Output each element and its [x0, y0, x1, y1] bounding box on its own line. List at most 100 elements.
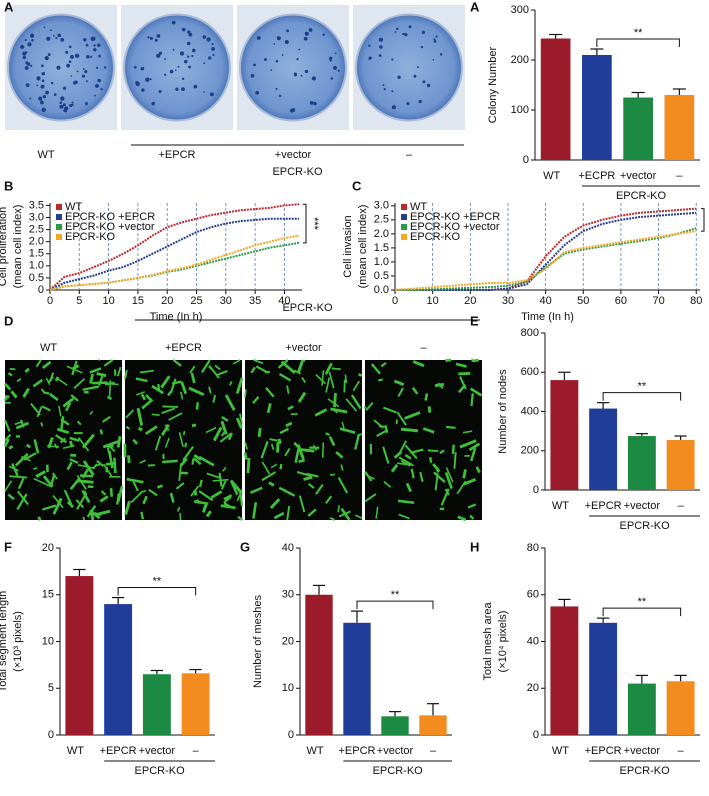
tube-segment [261, 461, 271, 475]
tube-segment [169, 378, 177, 394]
tube-segment [397, 462, 414, 467]
group-label: EPCR-KO [373, 765, 424, 777]
colony [29, 33, 35, 38]
colony [47, 53, 51, 57]
group-label: EPCR-KO [616, 190, 667, 202]
tube-segment [182, 446, 194, 462]
tube-segment [142, 495, 148, 505]
tube-segment [329, 473, 335, 476]
x-tick-label: +vector [139, 745, 176, 757]
tube-segment [451, 444, 456, 454]
colony [68, 60, 72, 63]
colony [85, 80, 88, 83]
colony [59, 104, 64, 109]
x-tick-label: 80 [690, 295, 702, 307]
colony [273, 43, 276, 45]
colony [42, 94, 47, 99]
tube-segment [17, 490, 29, 506]
x-tick-label: +ECPR [578, 170, 615, 182]
tube-segment [212, 478, 229, 482]
x-tick-label: 10 [102, 295, 114, 307]
tube-segment [4, 419, 11, 432]
colony [378, 54, 382, 57]
x-tick-label: 5 [76, 295, 82, 307]
bar [627, 436, 656, 490]
tube-segment [116, 366, 122, 377]
tube-segment [176, 506, 181, 512]
legend-swatch [401, 214, 407, 220]
tube-segment [444, 488, 450, 496]
colony [270, 69, 273, 71]
colony [100, 87, 103, 91]
tube-segment [376, 429, 387, 437]
colony [210, 92, 214, 97]
series-line [395, 227, 697, 291]
tube-segment [69, 436, 80, 442]
tube-segment [396, 411, 407, 426]
tube-segment [14, 420, 23, 426]
tube-segment [125, 425, 131, 430]
colony [55, 36, 58, 40]
tube-segment [141, 398, 154, 410]
tube-segment [427, 449, 439, 452]
tube-segment [355, 514, 363, 519]
x-tick-label: 25 [190, 295, 202, 307]
colony [46, 36, 51, 41]
colony [379, 45, 383, 49]
colony [93, 44, 96, 47]
bar [343, 622, 371, 735]
colony [418, 99, 422, 104]
tube-segment [405, 482, 412, 493]
panel-letter: F [4, 539, 12, 554]
tube-segment [132, 481, 139, 492]
tube-segment [325, 377, 331, 393]
tube-segment [71, 364, 80, 371]
x-tick-label: 40 [278, 295, 290, 307]
x-tick-label: – [676, 170, 683, 182]
tube-segment [126, 455, 131, 464]
tube-segment [358, 373, 363, 377]
tube-segment [337, 477, 349, 494]
colony [135, 80, 139, 85]
tube-segment [327, 398, 340, 408]
tube-segment [427, 406, 432, 413]
y-tick-label: 300 [511, 4, 529, 16]
legend-swatch [56, 234, 62, 240]
y-tick-label: 800 [521, 327, 539, 339]
colony [206, 37, 211, 42]
tube-segment [257, 427, 262, 438]
tube-segment [222, 466, 227, 472]
tube-segment [116, 493, 121, 505]
tube-segment [25, 443, 31, 449]
tube-segment [89, 367, 102, 374]
tube-segment [268, 481, 275, 487]
colony [304, 31, 309, 36]
y-tick-label: 2.5 [29, 223, 44, 235]
tube-photo [245, 360, 362, 520]
tube-segment [269, 438, 278, 442]
bar [623, 97, 653, 160]
colony [24, 39, 27, 42]
tube-segment [206, 472, 222, 480]
tube-segment [393, 379, 405, 386]
colony [304, 69, 309, 74]
colony [298, 48, 301, 51]
tube-segment [66, 365, 83, 374]
tube-segment [151, 384, 164, 395]
tube-segment [189, 365, 196, 374]
tube-segment [384, 425, 389, 434]
tube-segment [444, 472, 453, 489]
colony [22, 55, 27, 60]
tube-segment [63, 489, 73, 506]
tube-segment [55, 434, 68, 444]
tube-segment [370, 363, 381, 375]
tube-segment [188, 386, 205, 397]
tube-segment [60, 416, 65, 431]
tube-segment [429, 456, 433, 463]
tube-segment [339, 427, 356, 434]
image-label: +vector [285, 342, 322, 354]
y-tick-label: 80 [527, 542, 539, 554]
colony [181, 77, 185, 80]
x-tick-label: – [678, 745, 685, 757]
tube-segment [47, 437, 54, 449]
